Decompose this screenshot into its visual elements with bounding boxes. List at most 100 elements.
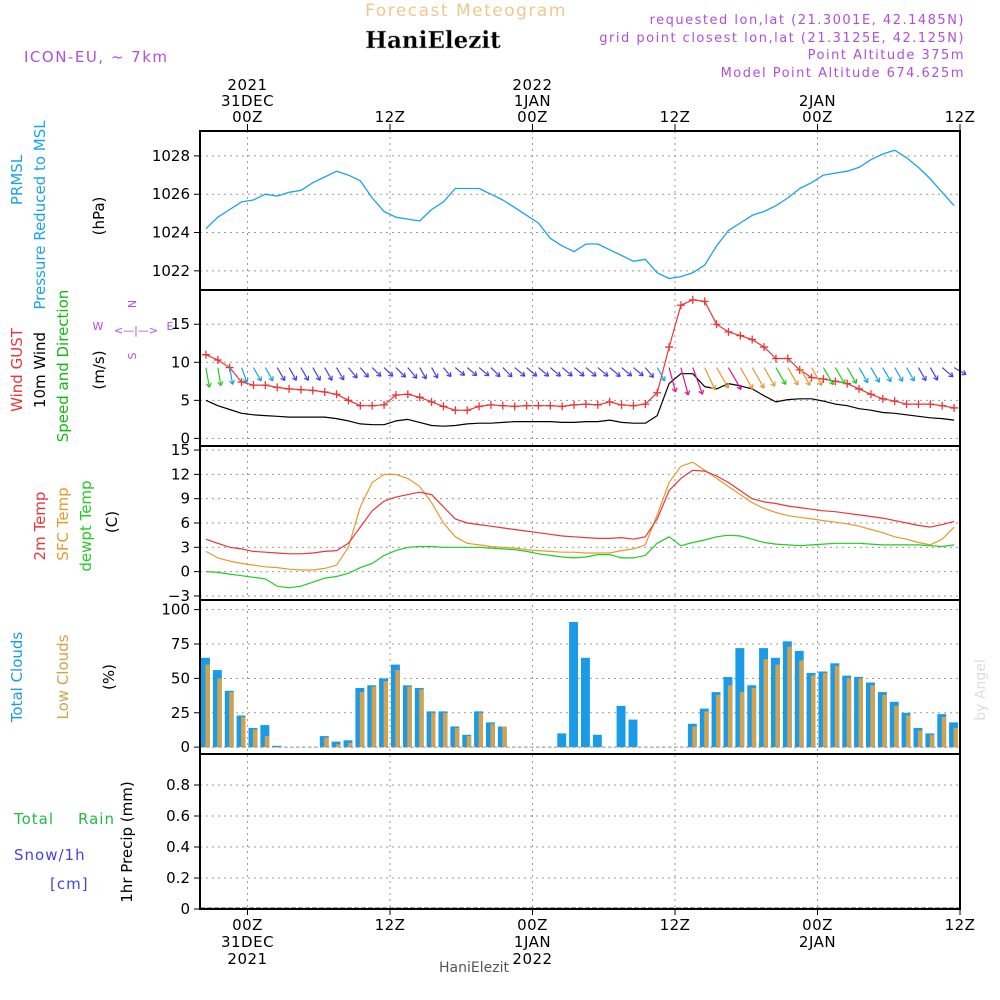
- compass-arrows: <—|—>: [114, 324, 158, 337]
- wind-direction-arrow: [668, 367, 678, 393]
- gust-marker: [403, 390, 412, 399]
- dewpoint-line: [205, 534, 955, 589]
- gust-marker: [700, 297, 709, 306]
- low-cloud-bar: [336, 744, 341, 748]
- gust-marker: [498, 401, 507, 410]
- low-cloud-bar: [324, 737, 329, 748]
- gust-marker: [522, 401, 531, 410]
- gust-marker: [760, 343, 769, 352]
- low-cloud-bar: [858, 678, 863, 748]
- prmsl-label: PRMSL: [8, 154, 26, 205]
- low-cloud-bar: [882, 694, 887, 748]
- precip-y-tick-label: 0.4: [166, 838, 190, 856]
- low-cloud-bar: [229, 692, 234, 748]
- low-cloud-bar: [454, 727, 460, 748]
- wind-direction-arrow: [917, 367, 927, 382]
- pressure-y-tick-label: 1024: [152, 224, 190, 242]
- wind-direction-arrow: [656, 367, 666, 382]
- product-title: Forecast Meteogram: [365, 1, 567, 21]
- gust-marker: [581, 400, 590, 409]
- top-time-label: 2JAN: [799, 92, 836, 110]
- gust-marker: [926, 400, 935, 409]
- wind-direction-arrow: [336, 367, 345, 381]
- snow-label: Snow/1h: [14, 846, 86, 864]
- gust-marker: [902, 400, 911, 409]
- top-time-label: 1JAN: [514, 92, 551, 110]
- low-cloud-bar: [763, 659, 768, 748]
- bottom-time-label: 2021: [227, 950, 267, 968]
- clouds-y-tick-label: 75: [171, 635, 190, 653]
- gust-marker: [439, 402, 448, 411]
- total-rain-label-b: Rain: [78, 810, 115, 828]
- wind-direction-arrow: [597, 367, 609, 377]
- gust-marker: [950, 403, 959, 412]
- total-rain-label-a: Total: [13, 810, 54, 828]
- low-cloud-bar: [205, 664, 210, 748]
- total-cloud-bar: [628, 719, 638, 748]
- wind-direction-arrow: [300, 367, 310, 381]
- low-cloud-bar: [787, 646, 792, 748]
- wind-direction-arrow: [288, 367, 298, 381]
- gust-marker: [451, 406, 460, 415]
- wind-10m-label: 10m Wind: [31, 332, 49, 408]
- wind-direction-label: Speed and Direction: [54, 290, 72, 443]
- wind-direction-arrow: [846, 367, 858, 385]
- grid-point: grid point closest lon,lat (21.3125E, 42…: [599, 31, 965, 46]
- gust-marker: [475, 402, 484, 411]
- gust-marker: [237, 378, 246, 387]
- wind-direction-arrow: [609, 367, 621, 378]
- gust-marker: [296, 385, 305, 394]
- temp-2m-label: 2m Temp: [31, 492, 49, 561]
- wind-direction-arrow: [419, 367, 427, 380]
- bottom-time-label: 12Z: [945, 916, 976, 934]
- clouds-y-tick-label: 50: [171, 669, 190, 687]
- clouds-y-tick-label: 25: [171, 704, 190, 722]
- wind-direction-arrow: [870, 367, 881, 383]
- total-cloud-bar: [759, 648, 768, 748]
- low-cloud-bar: [395, 670, 400, 748]
- total-cloud-bar: [331, 741, 341, 748]
- total-cloud-bar: [272, 745, 282, 748]
- prmsl-sub-label: Pressure Reduced to MSL: [31, 120, 49, 310]
- gust-marker: [415, 393, 424, 402]
- wind-direction-arrow: [454, 367, 466, 376]
- wind-direction-arrow: [787, 367, 799, 386]
- pressure-y-tick-label: 1022: [152, 262, 190, 280]
- gust-marker: [831, 377, 840, 386]
- low-cloud-bar: [906, 715, 911, 748]
- wind-direction-arrow: [312, 367, 321, 381]
- gust-marker: [736, 331, 745, 340]
- gust-marker: [878, 394, 887, 403]
- snow-unit-label: [cm]: [50, 875, 89, 893]
- temperature-y-tick-label: −3: [168, 587, 190, 605]
- gust-marker: [641, 400, 650, 409]
- prmsl-line: [205, 149, 955, 280]
- wind-direction-arrow: [205, 367, 212, 388]
- wind-gust-line: [205, 299, 955, 411]
- wind-direction-arrow: [811, 367, 823, 386]
- model-label: ICON-EU, ~ 7km: [24, 48, 169, 66]
- low-cloud-bar: [419, 689, 424, 748]
- temperature-y-tick-label: 6: [180, 514, 190, 532]
- gust-marker: [866, 390, 875, 399]
- wind-direction-arrow: [561, 367, 573, 377]
- gust-marker: [534, 401, 543, 410]
- wind-direction-arrow: [526, 367, 538, 377]
- wind-direction-arrow: [692, 367, 705, 395]
- total-cloud-bar: [569, 622, 578, 748]
- total-cloud-bar: [474, 711, 483, 748]
- pressure-y-tick-label: 1028: [152, 147, 190, 165]
- pressure-y-tick-label: 1026: [152, 185, 190, 203]
- gust-marker: [356, 401, 365, 410]
- wind-direction-arrow: [739, 367, 754, 390]
- wind-direction-arrow: [822, 367, 835, 386]
- wind-y-tick-label: 5: [180, 391, 190, 409]
- clouds-y-tick-label: 100: [161, 601, 190, 619]
- gust-marker: [427, 397, 436, 406]
- low-cloud-bar: [716, 694, 721, 748]
- low-cloud-bar: [929, 734, 935, 748]
- low-cloud-bar: [478, 712, 483, 748]
- gust-marker: [391, 391, 400, 400]
- gust-marker: [653, 388, 662, 397]
- gust-marker: [308, 386, 317, 395]
